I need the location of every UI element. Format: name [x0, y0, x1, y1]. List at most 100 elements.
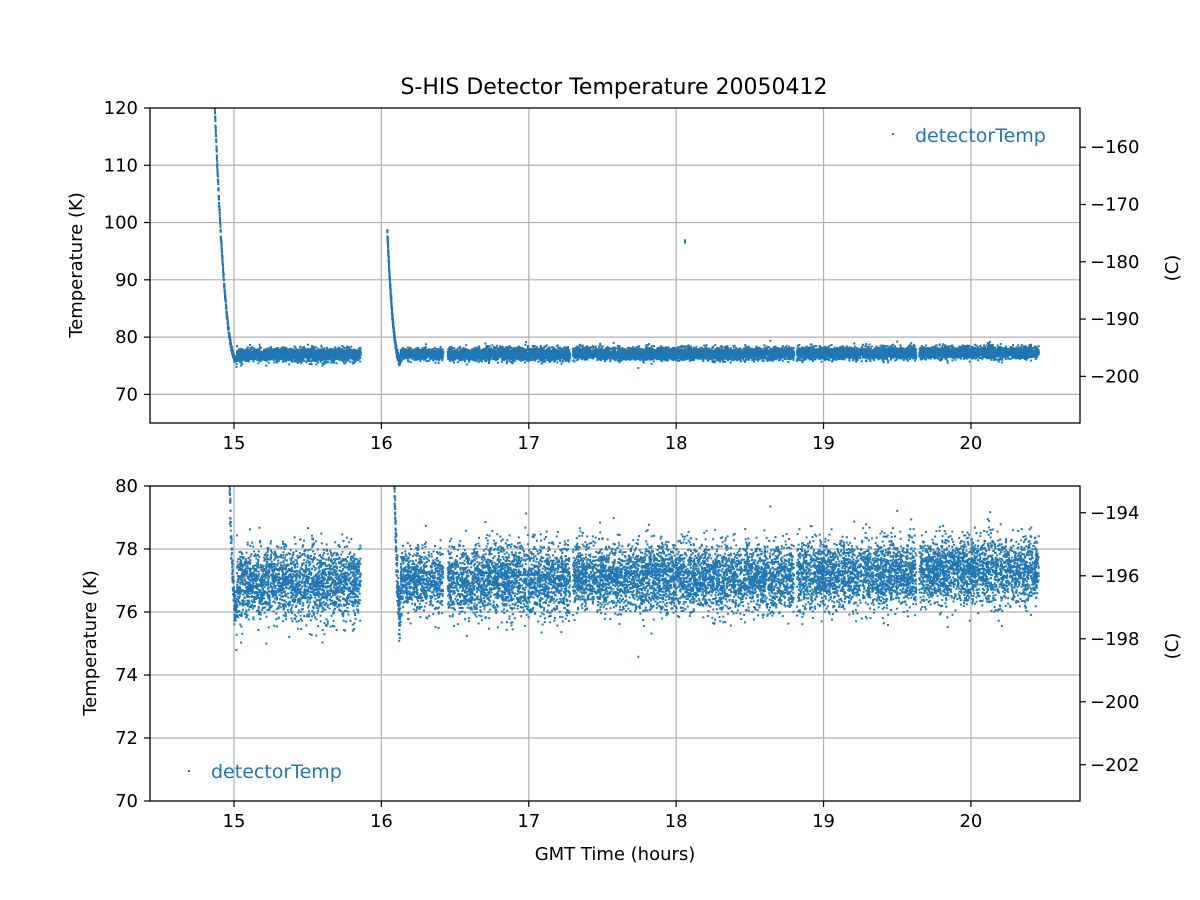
- data-point: [218, 199, 220, 201]
- data-point: [215, 141, 217, 143]
- data-point: [514, 360, 516, 362]
- data-point: [408, 349, 410, 351]
- data-point: [428, 360, 430, 362]
- data-point: [294, 352, 296, 354]
- data-point: [407, 354, 409, 356]
- data-point: [391, 304, 393, 306]
- data-point: [246, 352, 248, 354]
- data-point: [223, 273, 225, 275]
- data-point: [320, 361, 322, 363]
- data-point: [215, 135, 217, 137]
- data-point: [426, 355, 428, 357]
- data-point: [299, 346, 301, 348]
- data-point: [281, 357, 283, 359]
- data-point: [390, 296, 392, 298]
- data-point: [241, 348, 243, 350]
- data-point: [412, 355, 414, 357]
- data-point: [425, 343, 427, 345]
- data-point: [387, 246, 389, 248]
- data-point: [330, 362, 332, 364]
- data-point: [326, 355, 328, 357]
- data-point: [257, 362, 259, 364]
- data-point: [216, 168, 218, 170]
- top-panel: 15 16 17 18 19 20708090100110120−200−190−180−…: [66, 98, 1183, 454]
- data-point: [556, 362, 558, 364]
- data-point: [240, 365, 242, 367]
- data-point: [401, 360, 403, 362]
- data-point: [342, 350, 344, 352]
- data-point: [249, 352, 251, 354]
- data-point: [357, 355, 359, 357]
- data-point: [252, 347, 254, 349]
- data-point: [524, 344, 526, 346]
- data-point: [219, 209, 221, 211]
- data-point: [352, 355, 354, 357]
- data-point: [221, 251, 223, 253]
- data-point: [289, 353, 291, 355]
- data-point: [321, 347, 323, 349]
- data-point: [217, 172, 219, 174]
- data-point: [215, 133, 217, 135]
- data-point: [285, 347, 287, 349]
- data-point: [348, 346, 350, 348]
- data-point: [524, 362, 526, 364]
- data-point: [393, 332, 395, 334]
- data-point: [327, 361, 329, 363]
- data-point: [224, 288, 226, 290]
- data-point: [307, 353, 309, 355]
- data-point: [244, 353, 246, 355]
- data-point: [346, 357, 348, 359]
- data-point: [249, 358, 251, 360]
- data-point: [393, 327, 395, 329]
- data-point: [222, 267, 224, 269]
- data-point: [352, 358, 354, 360]
- data-point: [326, 348, 328, 350]
- data-point: [284, 354, 286, 356]
- data-point: [229, 334, 231, 336]
- data-point: [358, 348, 360, 350]
- data-point: [330, 350, 332, 352]
- data-point: [435, 362, 437, 364]
- data-point: [325, 352, 327, 354]
- data-point: [426, 360, 428, 362]
- data-point: [249, 344, 251, 346]
- data-point: [230, 343, 232, 345]
- data-point: [216, 155, 218, 157]
- data-point: [283, 350, 285, 352]
- data-point: [224, 291, 226, 293]
- data-point: [389, 273, 391, 275]
- data-point: [268, 356, 270, 358]
- data-point: [407, 347, 409, 349]
- data-point: [403, 354, 405, 356]
- data-point: [229, 339, 231, 341]
- data-point: [292, 349, 294, 351]
- data-point: [525, 341, 527, 343]
- data-point: [332, 362, 334, 364]
- data-point: [350, 346, 352, 348]
- data-point: [540, 345, 542, 347]
- data-point: [218, 189, 220, 191]
- data-point: [338, 352, 340, 354]
- data-point: [422, 355, 424, 357]
- data-point: [410, 353, 412, 355]
- data-point: [287, 359, 289, 361]
- data-point: [216, 149, 218, 151]
- data-point: [307, 357, 309, 359]
- data-point: [280, 349, 282, 351]
- data-point: [435, 358, 437, 360]
- data-point: [321, 350, 323, 352]
- data-point: [415, 353, 417, 355]
- data-point: [389, 276, 391, 278]
- data-point: [275, 359, 277, 361]
- data-point: [297, 362, 299, 364]
- data-point: [432, 352, 434, 354]
- data-point: [258, 358, 260, 360]
- data-point: [321, 352, 323, 354]
- data-point: [339, 349, 341, 351]
- data-point: [241, 360, 243, 362]
- data-point: [319, 354, 321, 356]
- data-point: [303, 348, 305, 350]
- data-point: [246, 358, 248, 360]
- data-point: [434, 353, 436, 355]
- data-point: [216, 151, 218, 153]
